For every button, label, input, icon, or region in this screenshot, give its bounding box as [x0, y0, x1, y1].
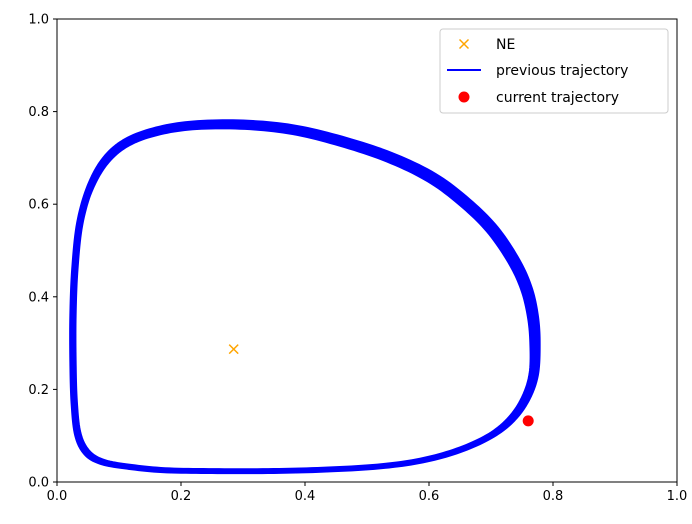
x-tick-label: 0.2	[171, 489, 192, 504]
y-tick-label: 1.0	[28, 13, 49, 28]
legend: NE previous trajectory current trajectory	[439, 28, 669, 114]
legend-label: NE	[496, 37, 515, 53]
x-tick-label: 0.8	[543, 489, 564, 504]
current-trajectory-marker	[522, 415, 534, 427]
y-axis-ticks: 0.0 0.2 0.4 0.6 0.8 1.0	[28, 13, 57, 491]
trajectory-layer	[69, 119, 541, 475]
x-tick-label: 0.0	[47, 489, 68, 504]
y-tick-label: 0.4	[28, 290, 49, 305]
legend-label: previous trajectory	[496, 63, 628, 79]
y-tick-label: 0.2	[28, 383, 49, 398]
y-tick-label: 0.6	[28, 198, 49, 213]
x-tick-label: 0.6	[419, 489, 440, 504]
ne-marker	[228, 344, 239, 355]
x-tick-label: 0.4	[295, 489, 316, 504]
plot-frame	[56, 18, 678, 483]
x-tick-label: 1.0	[667, 489, 688, 504]
legend-current-trajectory-symbol	[458, 91, 470, 103]
y-tick-label: 0.0	[28, 476, 49, 491]
trajectory-loop	[73, 126, 533, 471]
legend-box	[439, 28, 669, 114]
legend-ne-symbol	[458, 38, 470, 50]
legend-label: current trajectory	[496, 90, 619, 106]
y-tick-label: 0.8	[28, 105, 49, 120]
x-axis-ticks: 0.0 0.2 0.4 0.6 0.8 1.0	[47, 482, 688, 504]
marker-layer	[228, 344, 534, 427]
